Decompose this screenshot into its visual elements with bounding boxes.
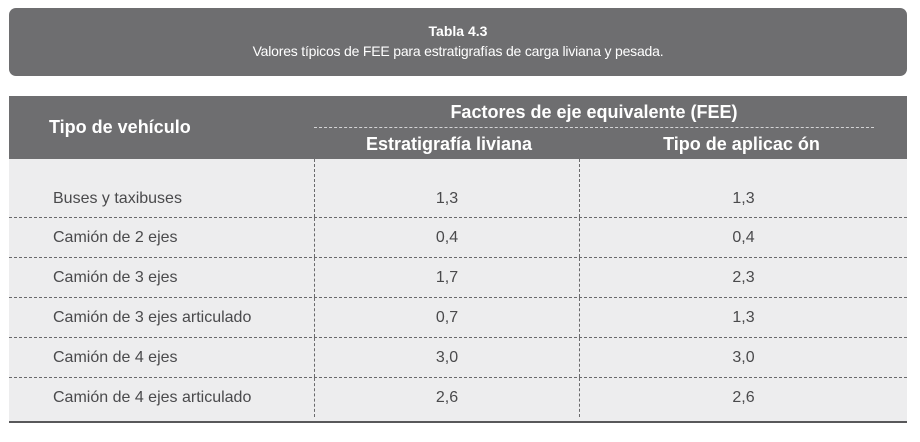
- cell-liviana: 0,7: [314, 298, 579, 337]
- cell-vehicle: Camión de 2 ejes: [53, 228, 178, 246]
- table-row: Camión de 2 ejes 0,4 0,4: [9, 217, 907, 257]
- table-header: Tipo de vehículo Factores de eje equival…: [9, 96, 907, 159]
- header-fee-group: Factores de eje equivalente (FEE): [450, 102, 738, 122]
- cell-aplicacion: 1,3: [579, 298, 907, 337]
- cell-vehicle: Buses y taxibuses: [53, 190, 182, 207]
- cell-aplicacion: 1,3: [579, 159, 907, 217]
- cell-vehicle: Camión de 4 ejes articulado: [53, 388, 252, 406]
- fee-table: Tipo de vehículo Factores de eje equival…: [9, 96, 907, 423]
- cell-vehicle: Camión de 4 ejes: [53, 348, 178, 366]
- cell-liviana: 2,6: [314, 378, 579, 417]
- cell-vehicle: Camión de 3 ejes: [53, 268, 178, 286]
- cell-liviana: 1,7: [314, 258, 579, 297]
- table-caption: Tabla 4.3 Valores típicos de FEE para es…: [9, 8, 907, 76]
- cell-aplicacion: 0,4: [579, 218, 907, 257]
- cell-vehicle: Camión de 3 ejes articulado: [53, 308, 252, 326]
- cell-liviana: 1,3: [314, 159, 579, 217]
- cell-aplicacion: 2,6: [579, 378, 907, 417]
- caption-subtitle: Valores típicos de FEE para estratigrafí…: [252, 43, 664, 59]
- table-row: Buses y taxibuses 1,3 1,3: [9, 159, 907, 217]
- header-tipo-aplicacion: Tipo de aplicac ón: [663, 134, 820, 154]
- header-group-divider: [314, 127, 874, 128]
- table-row: Camión de 3 ejes 1,7 2,3: [9, 257, 907, 297]
- cell-aplicacion: 3,0: [579, 338, 907, 377]
- table-row: Camión de 4 ejes 3,0 3,0: [9, 337, 907, 377]
- table-body: Buses y taxibuses 1,3 1,3 Camión de 2 ej…: [9, 159, 907, 417]
- cell-liviana: 0,4: [314, 218, 579, 257]
- cell-aplicacion: 2,3: [579, 258, 907, 297]
- cell-liviana: 3,0: [314, 338, 579, 377]
- table-row: Camión de 3 ejes articulado 0,7 1,3: [9, 297, 907, 337]
- caption-title: Tabla 4.3: [428, 23, 488, 39]
- table-row: Camión de 4 ejes articulado 2,6 2,6: [9, 377, 907, 417]
- header-vehicle-type: Tipo de vehículo: [49, 117, 191, 137]
- header-estratigrafia-liviana: Estratigrafía liviana: [365, 134, 533, 154]
